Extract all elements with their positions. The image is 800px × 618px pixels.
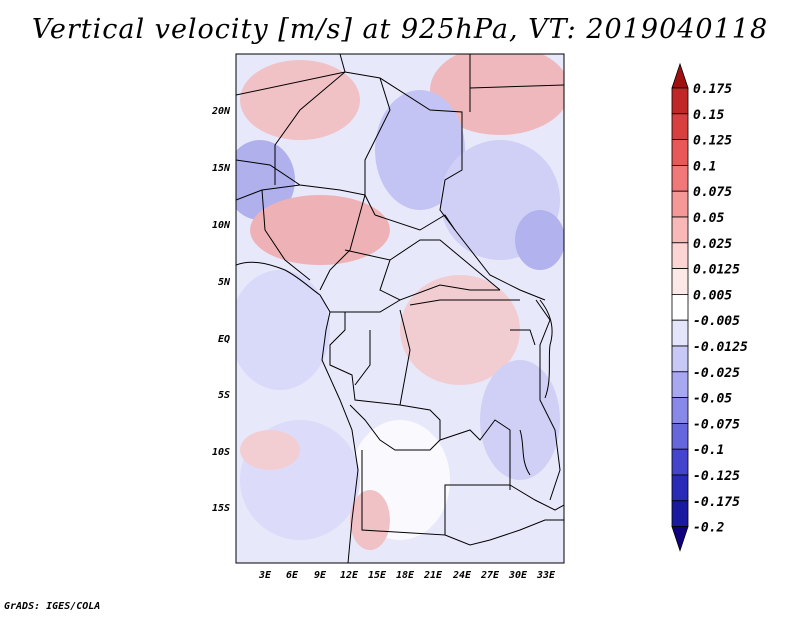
colorbar-segment (671, 216, 689, 244)
colorbar-segment (671, 113, 689, 141)
colorbar-segment (671, 268, 689, 295)
colorbar-label: 0.175 (693, 82, 732, 97)
map-frame (235, 53, 565, 564)
colorbar-label: 0.0125 (693, 263, 740, 278)
colorbar-label: 0.075 (693, 185, 732, 200)
velocity-field (236, 54, 564, 563)
colorbar-label: -0.0125 (693, 340, 748, 355)
colorbar-label: 0.125 (693, 134, 732, 149)
lat-tick: EQ (218, 334, 230, 345)
colorbar-segment (671, 474, 689, 502)
colorbar-segment (671, 190, 689, 218)
colorbar-label: -0.1 (693, 443, 724, 458)
colorbar-segment (671, 371, 689, 398)
colorbar-bottom-arrow (671, 526, 689, 552)
credit-text: GrADS: IGES/COLA (4, 601, 101, 612)
colorbar-segment (671, 87, 689, 115)
lon-tick: 3E (258, 570, 272, 581)
colorbar-segment (671, 422, 689, 450)
lat-tick: 5S (218, 390, 230, 401)
lon-tick: 18E (396, 570, 415, 581)
colorbar-segment (671, 139, 689, 166)
lon-tick: 24E (452, 570, 472, 581)
colorbar-segment (671, 164, 689, 192)
colorbar-label: 0.1 (693, 159, 716, 174)
lat-tick: 10S (212, 447, 230, 458)
lon-tick: 27E (480, 570, 500, 581)
lon-tick: 9E (314, 570, 327, 581)
colorbar-label: 0.05 (693, 211, 724, 226)
country-borders (236, 54, 564, 563)
chart-title: Vertical velocity [m/s] at 925hPa, VT: 2… (31, 14, 769, 45)
lon-axis: 3E 6E 9E 12E 15E 18E 21E 24E 27E 30E 33E (258, 570, 556, 581)
colorbar-segment (671, 500, 689, 527)
lon-tick: 15E (368, 570, 387, 581)
colorbar-segment (671, 293, 689, 321)
colorbar-segment (671, 448, 689, 476)
colorbar-segment (671, 397, 689, 424)
colorbar-label: -0.075 (693, 417, 740, 432)
lon-tick: 30E (508, 570, 528, 581)
lat-tick: 20N (211, 106, 231, 117)
lat-tick: 10N (212, 220, 231, 231)
colorbar-label: -0.2 (693, 521, 724, 536)
lon-tick: 6E (286, 570, 299, 581)
colorbar-label: -0.025 (693, 366, 740, 381)
colorbar-segment (671, 242, 689, 270)
colorbar-label: 0.025 (693, 237, 732, 252)
lon-tick: 21E (423, 570, 443, 581)
lat-axis: 20N 15N 10N 5N EQ 5S 10S 15S (211, 106, 231, 514)
colorbar-label: -0.175 (693, 495, 740, 510)
lon-tick: 12E (340, 570, 359, 581)
lat-tick: 15N (212, 163, 231, 174)
colorbar-segment (671, 319, 689, 347)
colorbar-top-arrow (671, 62, 689, 89)
colorbar-label: 0.005 (693, 288, 732, 303)
colorbar-label: -0.005 (693, 314, 740, 329)
lat-tick: 5N (218, 277, 231, 288)
colorbar: 0.175 0.15 0.125 0.1 0.075 0.05 0.025 0.0125 0.0… (671, 62, 748, 552)
colorbar-segment (671, 345, 689, 373)
colorbar-label: 0.15 (693, 108, 724, 123)
lon-tick: 33E (536, 570, 556, 581)
lat-tick: 15S (212, 503, 230, 514)
colorbar-label: -0.05 (693, 392, 732, 407)
colorbar-label: -0.125 (693, 469, 740, 484)
